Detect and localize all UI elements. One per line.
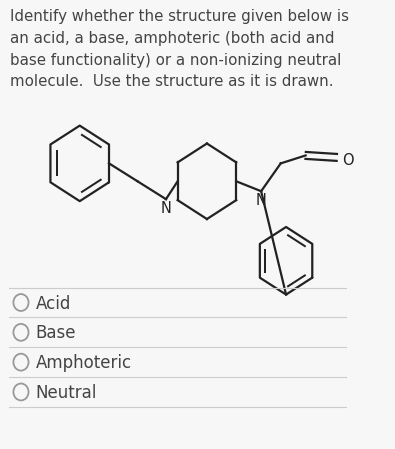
Text: Amphoteric: Amphoteric bbox=[36, 354, 132, 372]
Text: N: N bbox=[160, 201, 171, 216]
Text: Neutral: Neutral bbox=[36, 384, 97, 402]
Text: N: N bbox=[256, 193, 267, 208]
Text: O: O bbox=[342, 153, 354, 168]
Text: Identify whether the structure given below is
an acid, a base, amphoteric (both : Identify whether the structure given bel… bbox=[10, 9, 349, 89]
Text: Base: Base bbox=[36, 324, 76, 342]
Text: Acid: Acid bbox=[36, 295, 71, 313]
